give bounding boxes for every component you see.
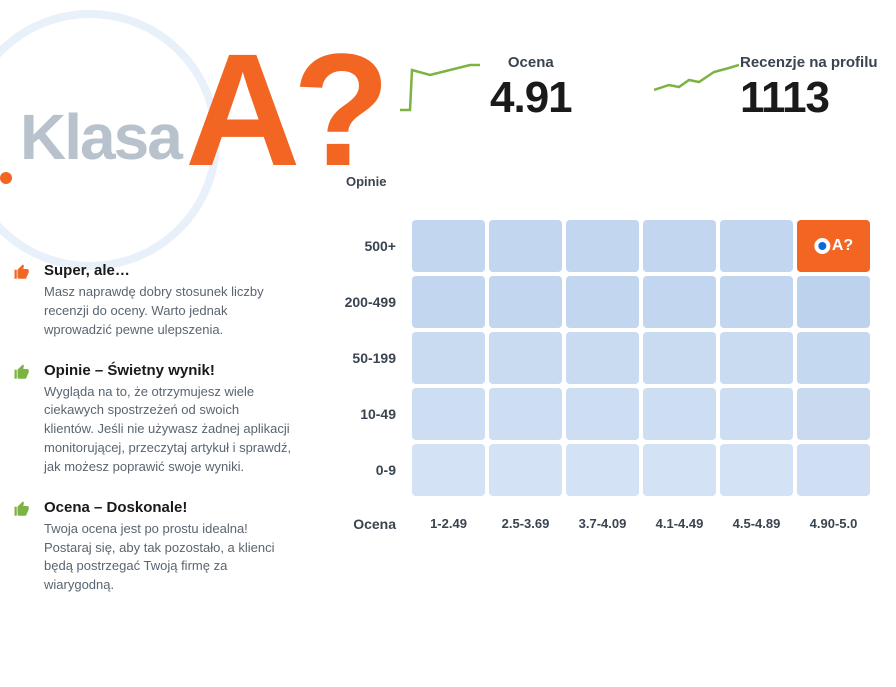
heatmap-row: 200-499: [304, 276, 884, 328]
heatmap-cell: [797, 388, 870, 440]
reviews-value: 1113: [740, 73, 878, 123]
heatmap-cell: [412, 444, 485, 496]
feedback-body: Twoja ocena jest po prostu idealna! Post…: [44, 520, 292, 595]
reviews-stat: Recenzje na profilu 1113: [740, 54, 878, 123]
heatmap-y-label: 10-49: [304, 406, 412, 422]
reviews-sparkline: [654, 60, 739, 95]
heatmap-row: 10-49: [304, 388, 884, 440]
heatmap-cell: [720, 332, 793, 384]
heatmap-y-label: 0-9: [304, 462, 412, 478]
heatmap-cell: [643, 276, 716, 328]
heatmap-cell: [566, 388, 639, 440]
heatmap-cell: [720, 276, 793, 328]
heatmap-x-label: 1-2.49: [412, 516, 485, 532]
heatmap-cell: [566, 444, 639, 496]
thumb-up-icon: [12, 362, 32, 382]
heatmap-cell: [489, 276, 562, 328]
grade-symbol: A?: [185, 30, 382, 190]
heatmap-x-axis: Ocena1-2.492.5-3.693.7-4.094.1-4.494.5-4…: [304, 516, 884, 532]
feedback-item: Super, ale… Masz naprawdę dobry stosunek …: [12, 262, 292, 340]
heatmap-cell: [720, 220, 793, 272]
heatmap-cell: [566, 220, 639, 272]
thumb-up-icon: [12, 499, 32, 519]
heatmap-cell: [412, 388, 485, 440]
heatmap-x-label: 4.90-5.0: [797, 516, 870, 532]
feedback-title: Ocena – Doskonale!: [44, 499, 292, 516]
heatmap-cell: [566, 276, 639, 328]
heatmap-cell: [643, 388, 716, 440]
heatmap-y-label: 50-199: [304, 350, 412, 366]
heatmap-row: 0-9: [304, 444, 884, 496]
rating-value: 4.91: [490, 73, 572, 123]
feedback-item: Ocena – Doskonale! Twoja ocena jest po pr…: [12, 499, 292, 595]
heatmap-row: 500+ A?: [304, 220, 884, 272]
heatmap-x-label: 3.7-4.09: [566, 516, 639, 532]
feedback-item: Opinie – Świetny wynik! Wygląda na to, że…: [12, 362, 292, 477]
heatmap-cell: [489, 220, 562, 272]
reviews-label: Recenzje na profilu: [740, 54, 878, 71]
heatmap-cell: [797, 444, 870, 496]
heatmap-cell: A?: [797, 220, 870, 272]
heatmap-cell: [720, 444, 793, 496]
heatmap-x-axis-title: Ocena: [304, 516, 412, 532]
feedback-title: Opinie – Świetny wynik!: [44, 362, 292, 379]
heatmap-cell: [643, 444, 716, 496]
heatmap-grid: 500+ A? 200-499 50-199 10-49 0-9 Ocena1-2.492.…: [304, 220, 884, 532]
heatmap-highlight-marker: A?: [814, 237, 853, 255]
opinie-label: Opinie: [346, 174, 386, 189]
grade-prefix: Klasa: [20, 100, 181, 174]
heatmap-y-label: 500+: [304, 238, 412, 254]
heatmap-cell: [412, 276, 485, 328]
feedback-list: Super, ale… Masz naprawdę dobry stosunek …: [12, 262, 292, 617]
heatmap-cell: [412, 332, 485, 384]
heatmap-x-label: 2.5-3.69: [489, 516, 562, 532]
heatmap-x-label: 4.1-4.49: [643, 516, 716, 532]
heatmap-cell: [797, 276, 870, 328]
heatmap-cell: [412, 220, 485, 272]
heatmap-y-label: 200-499: [304, 294, 412, 310]
rating-stat: Ocena 4.91: [490, 54, 572, 123]
thumb-up-icon: [12, 262, 32, 282]
heatmap-cell: [720, 388, 793, 440]
heatmap-cell: [643, 220, 716, 272]
heatmap-cell: [643, 332, 716, 384]
feedback-body: Masz naprawdę dobry stosunek liczby rece…: [44, 283, 292, 340]
heatmap-cell: [797, 332, 870, 384]
feedback-body: Wygląda na to, że otrzymujesz wiele ciek…: [44, 383, 292, 477]
heatmap-cell: [489, 332, 562, 384]
heatmap-row: 50-199: [304, 332, 884, 384]
heatmap-cell: [566, 332, 639, 384]
feedback-title: Super, ale…: [44, 262, 292, 279]
heatmap-cell: [489, 444, 562, 496]
rating-label: Ocena: [490, 54, 572, 71]
heatmap-x-label: 4.5-4.89: [720, 516, 793, 532]
rating-sparkline: [400, 60, 480, 115]
heatmap-cell: [489, 388, 562, 440]
decorative-dot: [0, 172, 12, 184]
